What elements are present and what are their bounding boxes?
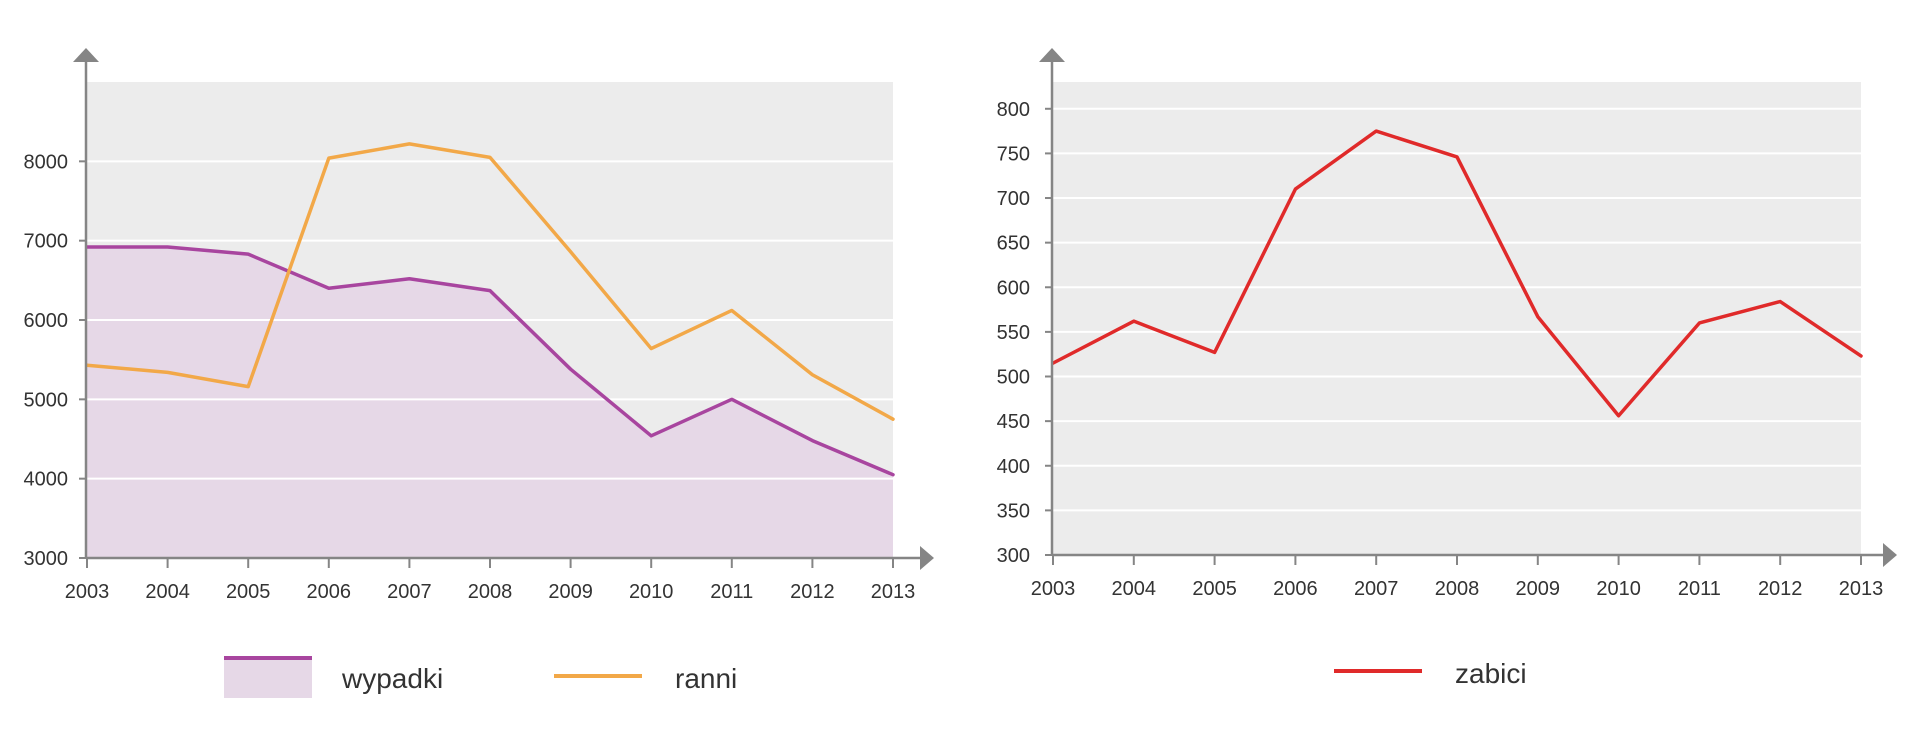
x-tick-label: 2003 bbox=[65, 581, 110, 603]
x-tick-label: 2009 bbox=[548, 581, 593, 603]
x-tick-label: 2013 bbox=[1839, 578, 1884, 600]
x-tick-label: 2008 bbox=[1435, 578, 1480, 600]
x-tick-label: 2007 bbox=[1354, 578, 1399, 600]
y-tick-label: 6000 bbox=[24, 310, 69, 332]
x-tick-label: 2007 bbox=[387, 581, 432, 603]
y-tick-label: 550 bbox=[997, 322, 1030, 344]
x-tick-label: 2005 bbox=[226, 581, 271, 603]
x-tick-label: 2011 bbox=[710, 581, 753, 603]
legend-swatch-wypadki-fill bbox=[224, 658, 312, 698]
y-tick-label: 350 bbox=[997, 500, 1030, 522]
y-tick-label: 650 bbox=[997, 233, 1030, 255]
x-tick-label: 2004 bbox=[145, 581, 190, 603]
legend-label-ranni: ranni bbox=[675, 663, 737, 694]
x-axis-arrow-icon bbox=[1883, 543, 1897, 567]
chart-accidents-injured: 3000 4000 5000 6000 7000 8000 2003 2004 2005 2006… bbox=[24, 48, 934, 603]
x-tick-label: 2004 bbox=[1112, 578, 1157, 600]
legend-label-wypadki: wypadki bbox=[341, 663, 443, 694]
x-tick-label: 2013 bbox=[871, 581, 916, 603]
area-fill-wypadki bbox=[87, 247, 893, 558]
y-tick-label: 500 bbox=[997, 367, 1030, 389]
y-tick-label: 400 bbox=[997, 456, 1030, 478]
x-axis-arrow-icon bbox=[920, 546, 934, 570]
x-tick-label: 2012 bbox=[790, 581, 835, 603]
x-tick-label: 2006 bbox=[1273, 578, 1318, 600]
legend-label-zabici: zabici bbox=[1455, 658, 1527, 689]
y-tick-label: 3000 bbox=[24, 548, 69, 570]
chart-killed: 300 350 400 450 500 550 600 650 700 750 800 2003 200… bbox=[997, 48, 1897, 600]
x-tick-label: 2008 bbox=[468, 581, 513, 603]
x-tick-label: 2003 bbox=[1031, 578, 1076, 600]
x-tick-label: 2006 bbox=[307, 581, 352, 603]
y-tick-label: 600 bbox=[997, 277, 1030, 299]
y-tick-label: 800 bbox=[997, 99, 1030, 121]
legend-right: zabici bbox=[1334, 658, 1527, 689]
x-tick-label: 2009 bbox=[1516, 578, 1561, 600]
y-tick-label: 750 bbox=[997, 143, 1030, 165]
x-tick-label: 2010 bbox=[629, 581, 674, 603]
y-tick-label: 5000 bbox=[24, 389, 69, 411]
y-tick-label: 700 bbox=[997, 188, 1030, 210]
y-tick-label: 300 bbox=[997, 545, 1030, 567]
y-tick-label: 8000 bbox=[24, 151, 69, 173]
x-tick-label: 2011 bbox=[1678, 578, 1721, 600]
x-tick-label: 2005 bbox=[1192, 578, 1237, 600]
legend-left: wypadki ranni bbox=[224, 656, 737, 698]
x-tick-label: 2010 bbox=[1596, 578, 1641, 600]
y-tick-label: 4000 bbox=[24, 469, 69, 491]
x-tick-label: 2012 bbox=[1758, 578, 1803, 600]
y-tick-label: 7000 bbox=[24, 231, 69, 253]
y-axis-arrow-icon bbox=[73, 48, 99, 62]
y-tick-label: 450 bbox=[997, 411, 1030, 433]
y-axis-arrow-icon bbox=[1039, 48, 1065, 62]
